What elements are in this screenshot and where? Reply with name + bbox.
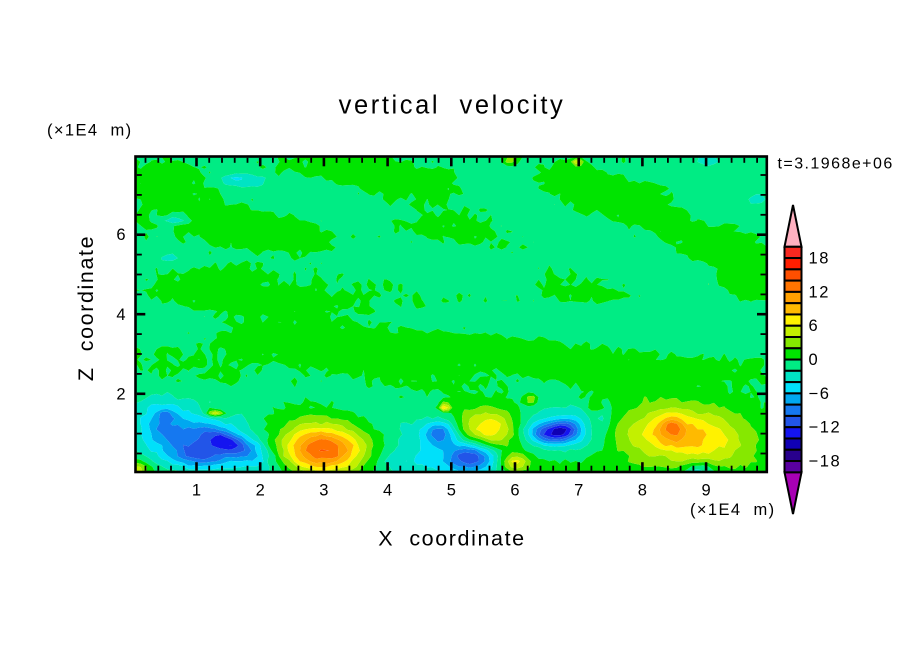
svg-text:6: 6 [510, 482, 519, 500]
svg-text:7: 7 [574, 482, 583, 500]
svg-text:3: 3 [319, 482, 328, 500]
svg-text:18: 18 [809, 250, 831, 268]
svg-text:12: 12 [809, 283, 831, 301]
svg-text:8: 8 [638, 482, 647, 500]
svg-text:6: 6 [809, 317, 820, 335]
svg-text:2: 2 [256, 482, 265, 500]
svg-text:(×1E4 m): (×1E4 m) [690, 501, 776, 519]
svg-text:5: 5 [447, 482, 456, 500]
svg-text:vertical velocity: vertical velocity [339, 92, 566, 120]
svg-text:9: 9 [702, 482, 711, 500]
svg-text:0: 0 [809, 351, 820, 369]
svg-text:2: 2 [116, 385, 125, 403]
svg-text:X coordinate: X coordinate [378, 527, 526, 551]
svg-text:1: 1 [192, 482, 201, 500]
svg-text:(×1E4 m): (×1E4 m) [47, 122, 133, 140]
svg-text:4: 4 [116, 306, 125, 324]
svg-text:−12: −12 [809, 419, 842, 437]
svg-text:−18: −18 [809, 453, 842, 471]
svg-text:Z coordinate: Z coordinate [74, 235, 98, 381]
svg-text:−6: −6 [809, 385, 831, 403]
svg-text:t=3.1968e+06: t=3.1968e+06 [778, 156, 894, 173]
svg-text:4: 4 [383, 482, 392, 500]
svg-text:6: 6 [116, 226, 125, 244]
